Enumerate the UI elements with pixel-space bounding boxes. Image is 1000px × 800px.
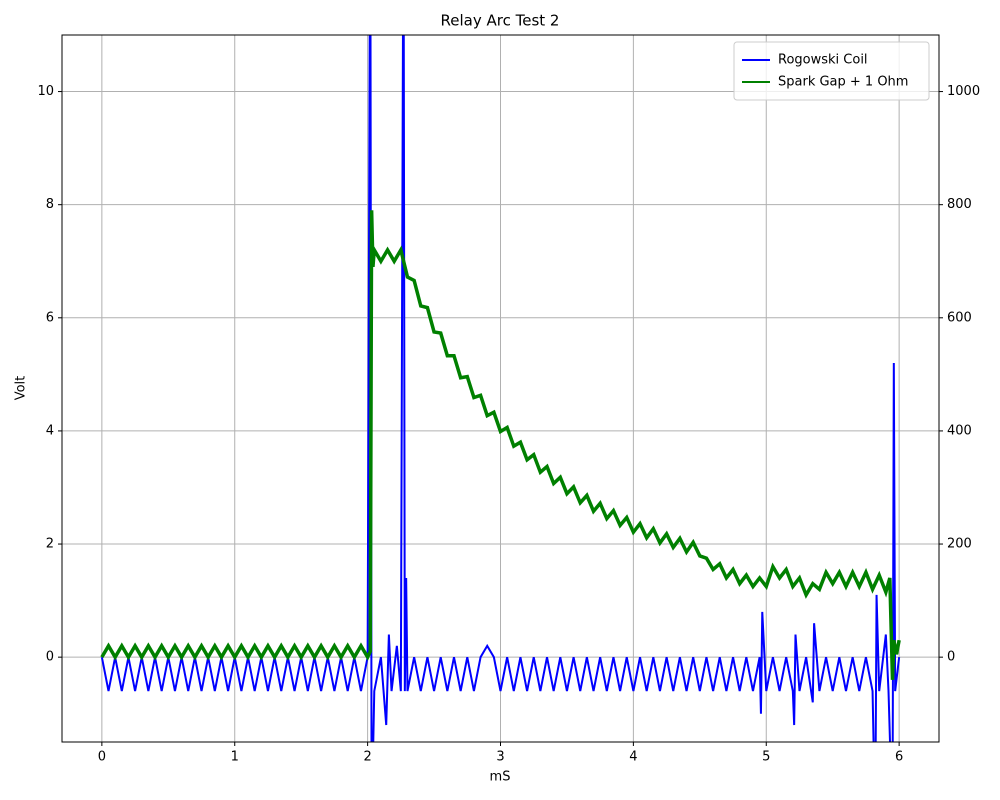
x-tick-label: 4 <box>629 750 637 765</box>
y-tick-label: 6 <box>46 310 54 325</box>
y-axis-label: Volt <box>14 376 29 401</box>
y2-tick-label: 200 <box>947 537 972 552</box>
chart-title: Relay Arc Test 2 <box>441 12 560 30</box>
legend-label: Spark Gap + 1 Ohm <box>778 75 908 90</box>
x-tick-label: 0 <box>98 750 106 765</box>
y2-tick-label: 800 <box>947 197 972 212</box>
y2-tick-label: 1000 <box>947 84 980 99</box>
y-tick-label: 2 <box>46 537 54 552</box>
y2-tick-label: 400 <box>947 423 972 438</box>
y-tick-label: 4 <box>46 423 54 438</box>
grid <box>62 35 939 742</box>
x-tick-label: 6 <box>895 750 903 765</box>
legend-label: Rogowski Coil <box>778 53 868 68</box>
y2-tick-label: 0 <box>947 650 955 665</box>
y-tick-label: 8 <box>46 197 54 212</box>
x-tick-label: 3 <box>496 750 504 765</box>
x-tick-label: 5 <box>762 750 770 765</box>
y-tick-label: 10 <box>37 84 54 99</box>
axes: 0 1 2 3 4 5 6 0 2 4 6 8 10 0 200 400 600 800 1000 <box>37 84 980 764</box>
legend: Rogowski Coil Spark Gap + 1 Ohm <box>733 41 930 101</box>
data-line <box>100 210 901 680</box>
data-line <box>100 35 901 742</box>
y2-tick-label: 600 <box>947 310 972 325</box>
x-tick-label: 1 <box>231 750 239 765</box>
y-tick-label: 0 <box>46 650 54 665</box>
x-tick-label: 2 <box>363 750 371 765</box>
plot-lines <box>100 35 901 742</box>
legend-box <box>733 41 930 101</box>
x-axis-label: mS <box>490 770 511 785</box>
